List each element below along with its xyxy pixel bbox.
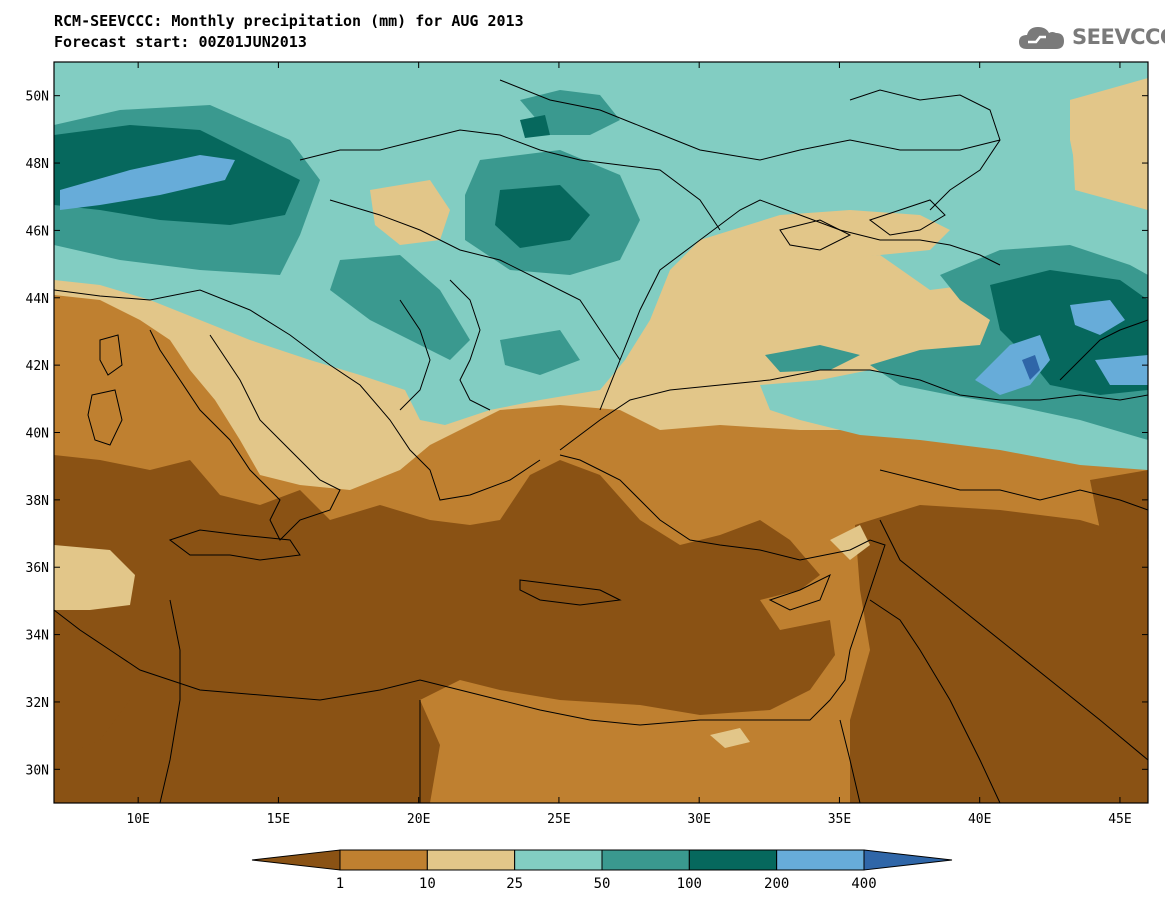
- seevccc-logo: SEEVCCC: [1018, 22, 1165, 52]
- logo-text: SEEVCCC: [1072, 25, 1165, 49]
- precip-band-100-200-poland: [520, 115, 550, 138]
- border-lines-9: [879, 469, 1148, 511]
- precip-band-10-25-russia: [1070, 78, 1148, 210]
- precip-band-200-400-alps: [60, 155, 235, 210]
- lat-tick-label: 40N: [26, 427, 49, 442]
- coastline-crete: [519, 579, 622, 606]
- border-lines-4: [399, 299, 431, 411]
- precip-band-200-400-georgia: [975, 335, 1050, 395]
- lat-tick-label: 44N: [26, 292, 49, 307]
- lat-tick-label: 38N: [26, 494, 49, 509]
- precip-band-200-400-caspian: [1095, 355, 1148, 385]
- border-lines-10: [159, 599, 181, 803]
- coastlines-and-borders: [54, 79, 1148, 803]
- precip-band-10-25-hungary: [370, 180, 450, 245]
- colorbar-label: 10: [419, 876, 436, 892]
- lon-tick-label: 35E: [828, 812, 851, 827]
- forecast-start-label: Forecast start: 00Z01JUN2013: [54, 33, 307, 51]
- lon-tick-label: 25E: [547, 812, 570, 827]
- border-lines-7: [879, 519, 1148, 761]
- colorbar-label: 50: [594, 876, 611, 892]
- colorbar-label: 400: [851, 876, 876, 892]
- border-lines-5: [499, 79, 1001, 161]
- precip-band-gt400: [1022, 355, 1040, 380]
- lat-tick-label: 30N: [26, 763, 49, 778]
- precip-band-200-400-dagestan: [1070, 300, 1125, 335]
- border-lines-2: [299, 129, 721, 231]
- colorbar-label: 100: [677, 876, 702, 892]
- coastline-crimea: [779, 219, 852, 251]
- precip-band-lt1-ne: [1090, 470, 1148, 540]
- coastline-italy: [149, 329, 341, 541]
- precip-band-25-50-anatolia: [760, 370, 1148, 470]
- coastline-adriatic: [54, 289, 541, 501]
- coastline-corsica: [99, 334, 123, 376]
- precip-band-10-25-tunisia: [54, 545, 135, 610]
- coastline-north-africa-levant: [54, 454, 886, 726]
- precip-band-10-25-levant: [830, 525, 870, 560]
- coastline-sardinia: [87, 389, 123, 446]
- border-lines-1: [329, 199, 621, 361]
- precipitation-colorbar: 1 10 25 50 100 200 400: [251, 849, 953, 892]
- colorbar-label: 200: [764, 876, 789, 892]
- lat-tick-label: 32N: [26, 696, 49, 711]
- lat-tick-label: 36N: [26, 561, 49, 576]
- lon-tick-label: 15E: [267, 812, 290, 827]
- colorbar-label: 1: [336, 876, 344, 892]
- lat-tick-label: 50N: [26, 90, 49, 105]
- colorbar-swatch: [776, 849, 865, 871]
- cloud-icon: [1019, 27, 1064, 49]
- coastline-sicily: [168, 529, 301, 561]
- precip-band-50-100-pontic: [765, 345, 860, 372]
- border-lines-8: [869, 599, 1001, 803]
- lon-tick-label: 30E: [687, 812, 710, 827]
- lon-tick-label: 10E: [126, 812, 149, 827]
- colorbar-swatch-lt1: [251, 849, 341, 871]
- lat-tick-label: 42N: [26, 359, 49, 374]
- map-title: RCM-SEEVCCC: Monthly precipitation (mm) …: [54, 12, 524, 30]
- colorbar-swatch: [688, 849, 778, 871]
- precip-band-50-100-serbia: [500, 330, 580, 375]
- lon-tick-label: 40E: [968, 812, 991, 827]
- precip-band-10-25-blacksea: [700, 210, 950, 280]
- precip-band-lt1-west: [54, 480, 170, 760]
- border-lines-12: [839, 719, 861, 803]
- coastline-black-sea-north: [599, 199, 1001, 411]
- coastline-cyprus: [768, 573, 831, 611]
- colorbar-swatch: [601, 849, 690, 871]
- lon-tick-label: 45E: [1108, 812, 1131, 827]
- colorbar-label: 25: [506, 876, 523, 892]
- colorbar-swatch: [514, 849, 603, 871]
- precip-band-100-200-carpathians: [495, 185, 590, 248]
- precip-band-50-100-balkans: [330, 255, 470, 360]
- precipitation-field: [54, 62, 1148, 803]
- colorbar-swatch-gt400: [863, 849, 953, 871]
- coastline-caspian: [1059, 319, 1148, 381]
- coastline-azov: [868, 199, 946, 236]
- colorbar-swatch: [426, 849, 516, 871]
- border-lines-6: [849, 89, 1001, 211]
- border-lines-3: [449, 279, 491, 411]
- longitude-axis: 10E 15E 20E 25E 30E 35E 40E 45E: [126, 62, 1132, 827]
- lat-tick-label: 48N: [26, 157, 49, 172]
- colorbar-swatch: [339, 849, 428, 871]
- latitude-axis: 50N 48N 46N 44N 42N 40N 38N 36N 34N 32N 30N: [26, 90, 1148, 778]
- lat-tick-label: 34N: [26, 629, 49, 644]
- lat-tick-label: 46N: [26, 224, 49, 239]
- lon-tick-label: 20E: [407, 812, 430, 827]
- precip-band-10-25-egypt: [710, 728, 750, 748]
- coastline-black-sea-south: [559, 369, 1148, 451]
- precip-band-lt1-south: [54, 455, 835, 803]
